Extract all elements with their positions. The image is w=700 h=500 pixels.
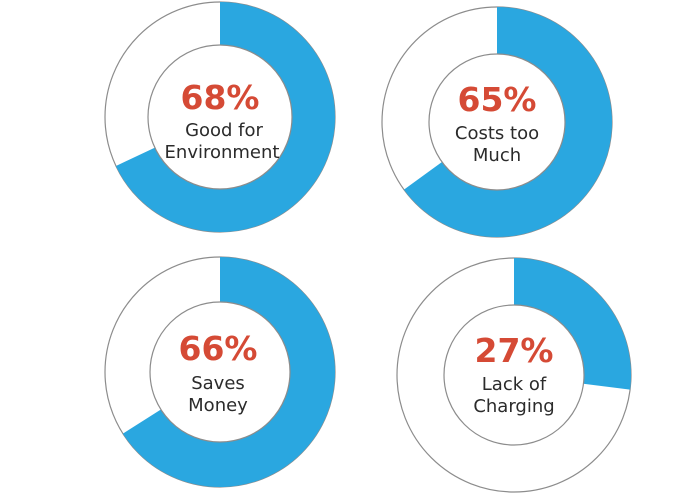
donut-hole <box>443 304 585 446</box>
donut-category-label-line-1: Saves <box>191 373 245 394</box>
donut-hole <box>147 44 293 190</box>
donut-percent-label: 65% <box>458 80 537 119</box>
donut-category-label-line-1: Good for <box>185 120 263 141</box>
donut-category-label-line-1: Lack of <box>482 374 547 395</box>
donut-category-label-line-2: Money <box>188 395 248 416</box>
donut-category-label-line-2: Charging <box>473 396 554 417</box>
donut-category-label-line-2: Much <box>473 145 521 166</box>
donut-percent-label: 68% <box>181 78 260 117</box>
donut-chart-saves-money: 66% Saves Money <box>104 256 336 488</box>
donut-percent-label: 27% <box>475 331 554 370</box>
donut-percent-label: 66% <box>179 329 258 368</box>
donut-hole <box>428 53 566 191</box>
donut-category-label-line-1: Costs too <box>455 123 539 144</box>
donut-chart-costs-too-much: 65% Costs too Much <box>381 6 613 238</box>
donut-hole <box>149 301 291 443</box>
donut-category-label-line-2: Environment <box>165 142 280 163</box>
donut-chart-good-for-environment: 68% Good for Environment <box>104 1 336 233</box>
donut-chart-lack-of-charging: 27% Lack of Charging <box>396 257 632 493</box>
